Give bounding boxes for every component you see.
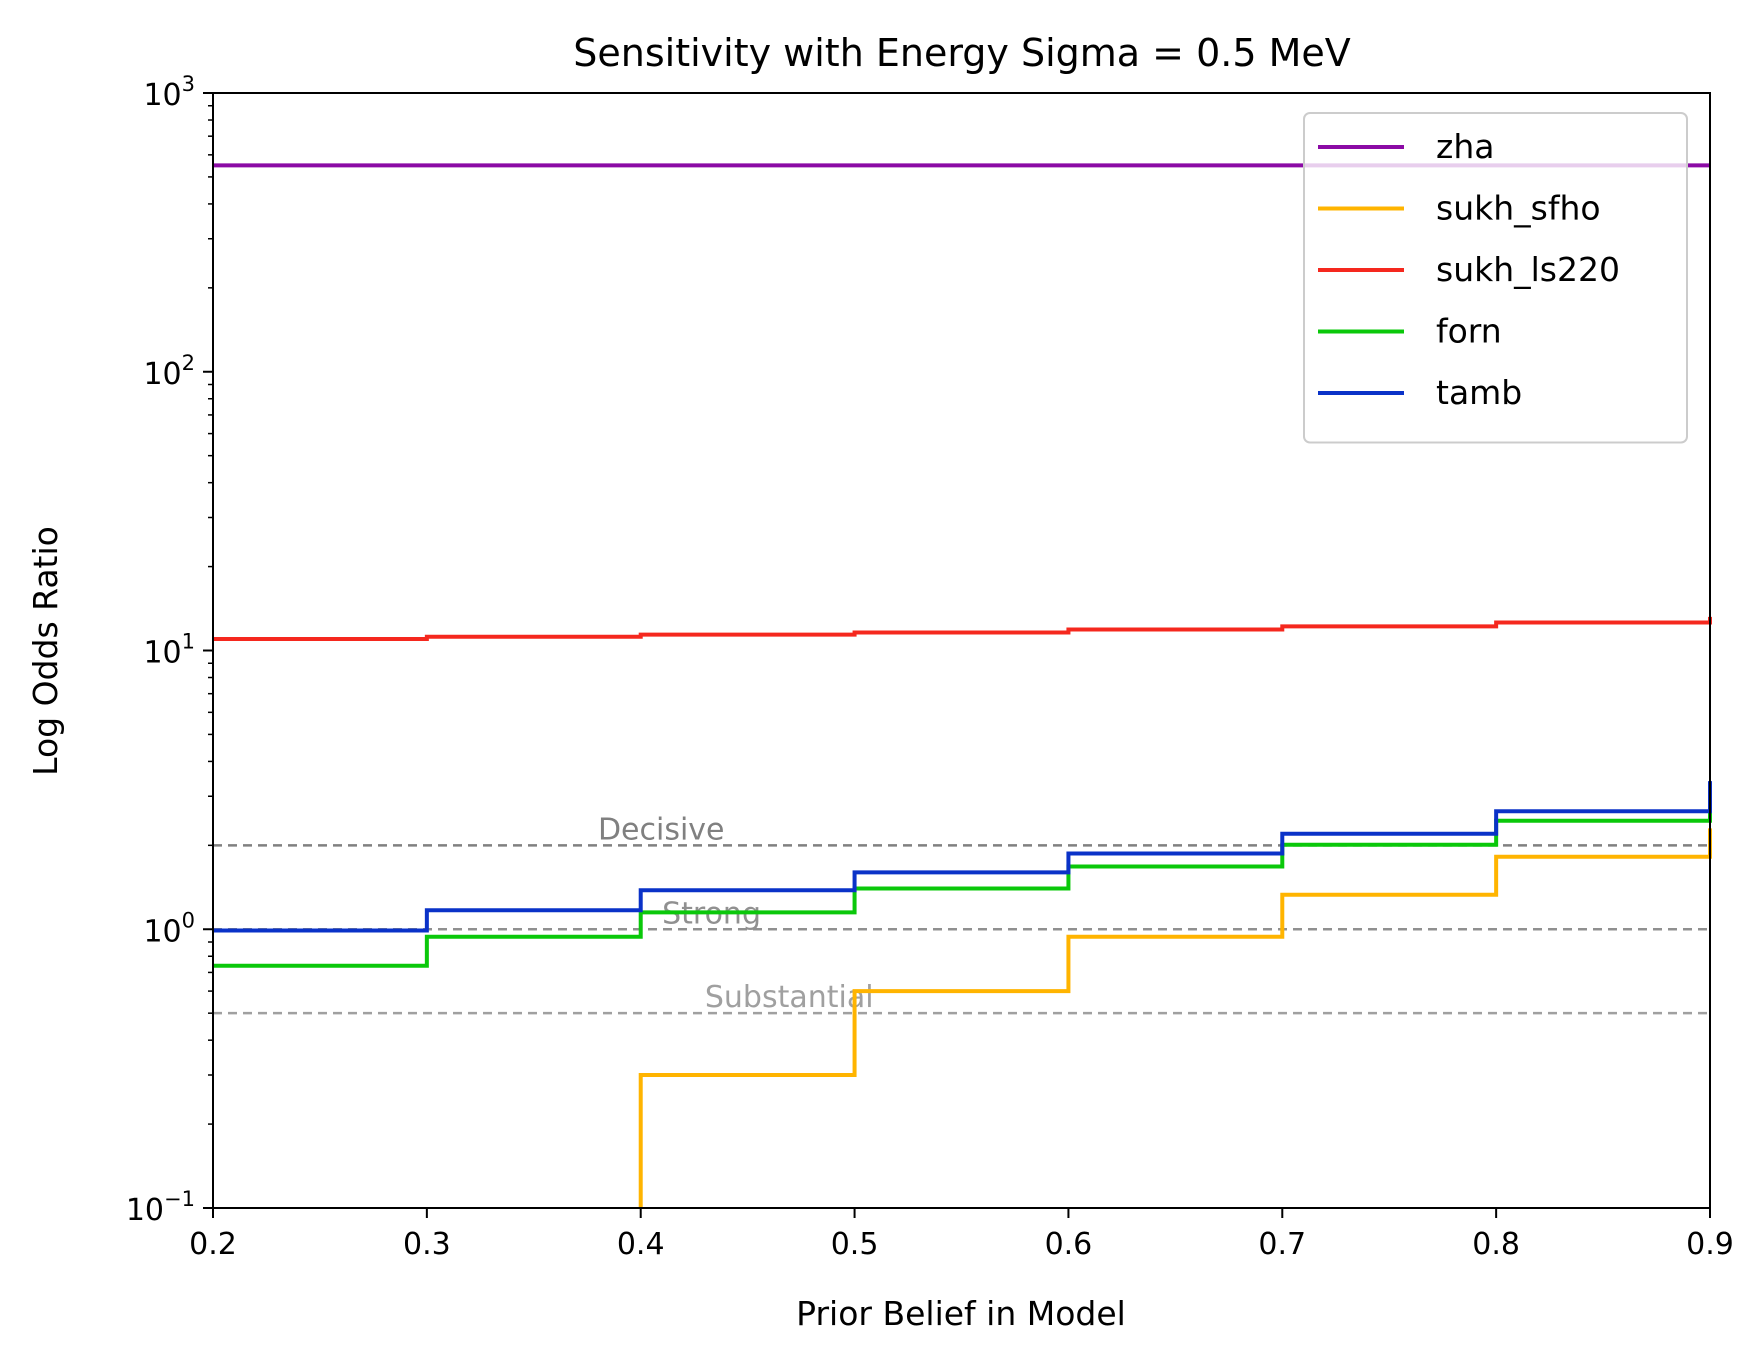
legend-label: forn [1436,312,1502,351]
legend-label: sukh_sfho [1436,189,1601,228]
y-tick-label: 102 [143,351,195,392]
axis-ticks: 0.2 0.3 0.4 0.5 0.6 0.7 0.8 0.9 10−1 100 101 102 103 [126,72,1734,1262]
y-tick-label: 100 [143,908,195,949]
legend-box [1303,112,1688,444]
legend-label: tamb [1436,373,1522,412]
y-tick-label: 10−1 [126,1187,195,1228]
x-tick-label: 0.8 [1472,1227,1520,1262]
x-tick-label: 0.7 [1258,1227,1306,1262]
series-line-forn [213,800,1712,968]
x-tick-label: 0.6 [1045,1227,1093,1262]
reference-line-label: Decisive [598,812,725,847]
y-axis-label: Log Odds Ratio [26,526,65,776]
x-tick-label: 0.9 [1686,1227,1734,1262]
chart-title: Sensitivity with Energy Sigma = 0.5 MeV [573,31,1351,75]
legend-label: sukh_ls220 [1436,250,1620,289]
x-tick-label: 0.2 [189,1227,237,1262]
x-tick-label: 0.4 [617,1227,665,1262]
series-line-sukh_sfho [638,828,1712,1208]
y-tick-label: 101 [143,630,195,671]
x-axis-label: Prior Belief in Model [796,1294,1126,1333]
series-line-sukh_ls220 [213,616,1712,641]
legend-label: zha [1436,127,1494,166]
series-lines [213,163,1712,1208]
series-line-tamb [213,781,1712,933]
y-tick-label: 103 [143,72,195,113]
x-tick-label: 0.3 [403,1227,451,1262]
reference-line-label: Substantial [705,980,874,1015]
x-tick-label: 0.5 [831,1227,879,1262]
